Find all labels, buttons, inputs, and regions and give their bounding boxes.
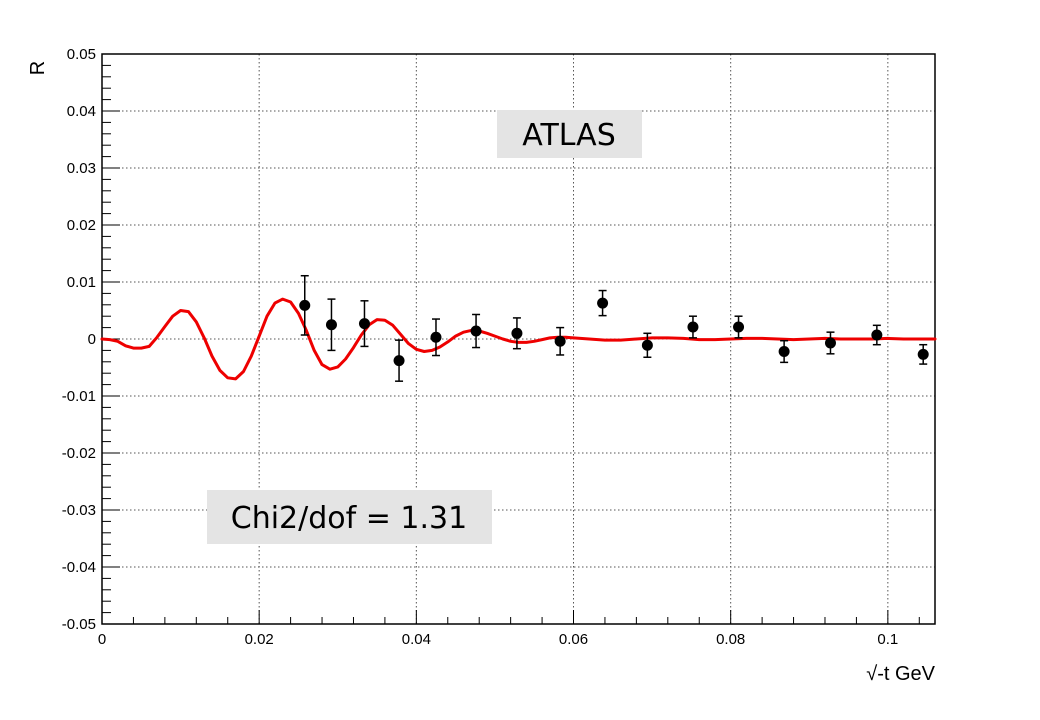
data-points [299, 274, 929, 382]
data-marker [687, 321, 699, 333]
atlas-label-box: ATLAS [497, 110, 642, 158]
data-point [733, 315, 745, 339]
model-curve [100, 297, 937, 381]
data-point [325, 298, 337, 352]
data-marker [393, 355, 405, 367]
data-marker [871, 329, 883, 341]
data-point [470, 313, 482, 349]
y-axis-title: R [27, 61, 49, 75]
x-tick-label: 0 [98, 631, 106, 648]
y-tick-label: -0.03 [62, 502, 96, 519]
x-tick-label: 0.02 [245, 631, 274, 648]
data-point [871, 324, 883, 346]
data-marker [917, 348, 929, 360]
x-tick-label: 0.04 [402, 631, 431, 648]
chi2-label: Chi2/dof = 1.31 [231, 501, 467, 536]
model-curve-line [100, 297, 937, 381]
atlas-label: ATLAS [522, 118, 616, 153]
data-marker [733, 321, 745, 333]
y-tick-label: -0.02 [62, 445, 96, 462]
x-axis-title: √-t GeV [866, 663, 935, 685]
data-marker [824, 337, 836, 349]
data-marker [299, 299, 311, 311]
y-tick-label: 0.05 [67, 46, 96, 63]
axis-ticks [101, 53, 920, 625]
data-point [393, 339, 405, 382]
data-point [824, 331, 836, 355]
data-marker [470, 325, 482, 337]
y-tick-label: 0.04 [67, 103, 96, 120]
y-tick-label: -0.01 [62, 388, 96, 405]
data-marker [511, 327, 523, 339]
data-marker [641, 339, 653, 351]
x-tick-label: 0.08 [716, 631, 745, 648]
data-point [778, 339, 790, 364]
data-point [917, 343, 929, 365]
data-marker [554, 335, 566, 347]
data-point [597, 289, 609, 317]
data-point [299, 274, 311, 336]
y-tick-label: 0.02 [67, 217, 96, 234]
data-marker [778, 346, 790, 358]
data-point [687, 315, 699, 339]
data-point [358, 300, 370, 348]
y-tick-label: 0.01 [67, 274, 96, 291]
data-marker [358, 318, 370, 330]
tick-labels: 0 0.02 0.04 0.06 0.08 0.1 -0.05 -0.04 -0.03 -0.02… [62, 46, 898, 648]
data-marker [430, 331, 442, 343]
data-marker [325, 319, 337, 331]
chi2-label-box: Chi2/dof = 1.31 [207, 490, 492, 544]
data-point [554, 326, 566, 356]
y-tick-label: 0 [88, 331, 96, 348]
y-tick-label: -0.04 [62, 559, 96, 576]
data-point [511, 317, 523, 350]
data-point [641, 332, 653, 358]
x-tick-label: 0.1 [877, 631, 898, 648]
x-tick-label: 0.06 [559, 631, 588, 648]
data-point [430, 318, 442, 357]
data-marker [597, 297, 609, 309]
y-tick-label: 0.03 [67, 160, 96, 177]
y-tick-label: -0.05 [62, 616, 96, 633]
